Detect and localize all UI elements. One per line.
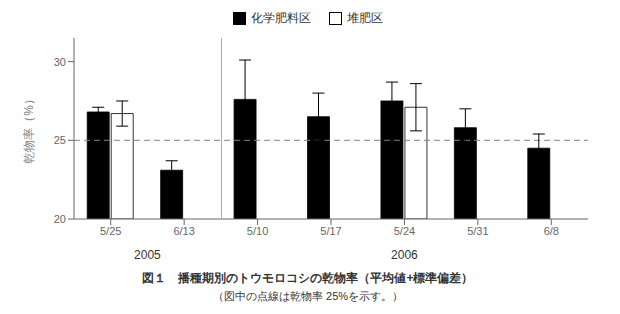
svg-text:30: 30	[54, 56, 66, 68]
svg-text:6/13: 6/13	[173, 225, 194, 237]
html-text:化学肥料区: 化学肥料区	[251, 10, 311, 25]
html-text:堆肥区: 堆肥区	[347, 10, 383, 25]
svg-text:乾物率（%）: 乾物率（%）	[22, 93, 36, 164]
html-text:2006: 2006	[391, 248, 418, 262]
svg-text:6/8: 6/8	[544, 225, 559, 237]
svg-text:20: 20	[54, 213, 66, 225]
svg-text:5/25: 5/25	[100, 225, 121, 237]
svg-text:5/31: 5/31	[467, 225, 488, 237]
html-text:2005: 2005	[134, 248, 161, 262]
svg-text:5/17: 5/17	[320, 225, 341, 237]
html-text:図１ 播種期別のトウモロコシの乾物率（平均値+標準偏差）: 図１ 播種期別のトウモロコシの乾物率（平均値+標準偏差）	[142, 271, 474, 285]
svg-text:5/24: 5/24	[394, 225, 415, 237]
html-text:（図中の点線は乾物率 25%を示す。）: （図中の点線は乾物率 25%を示す。）	[213, 290, 403, 302]
svg-text:5/10: 5/10	[247, 225, 268, 237]
svg-text:25: 25	[54, 134, 66, 146]
